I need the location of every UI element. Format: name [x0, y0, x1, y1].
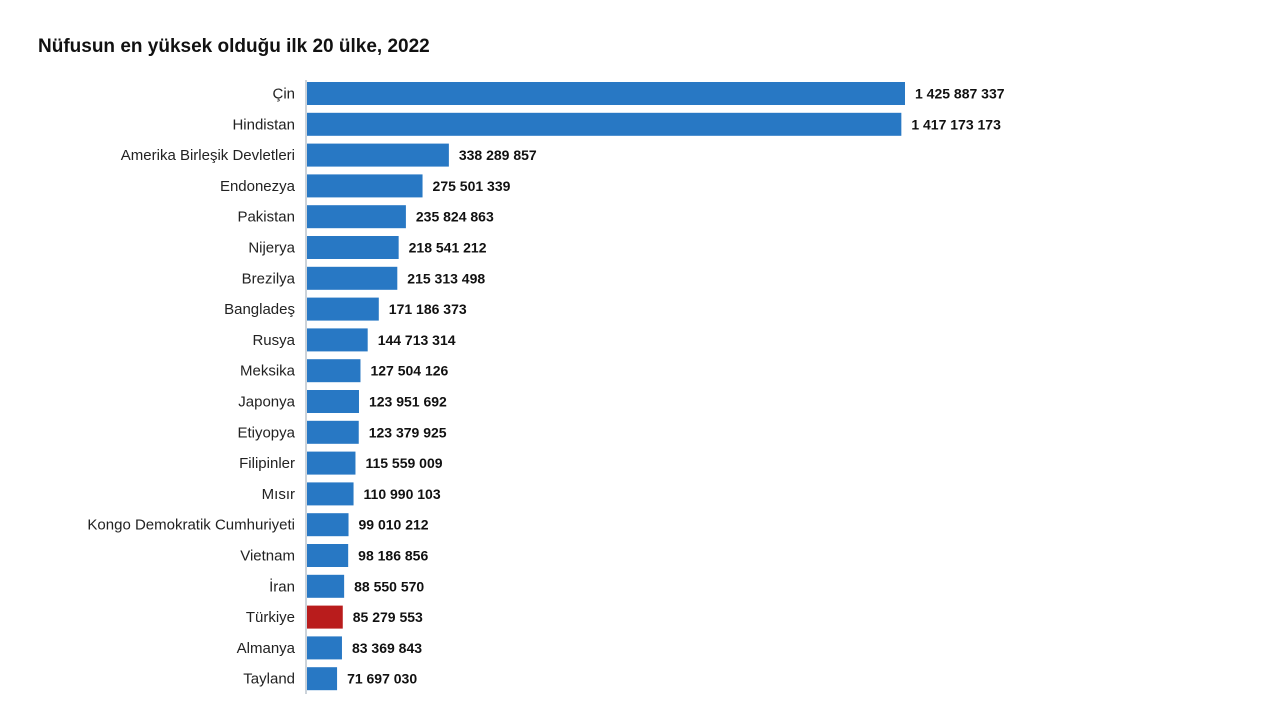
value-label: 127 504 126: [370, 363, 448, 379]
bar: [307, 574, 345, 598]
category-label: İran: [269, 577, 295, 595]
value-label: 171 186 373: [389, 301, 467, 317]
bar: [307, 667, 338, 691]
chart-title: Nüfusun en yüksek olduğu ilk 20 ülke, 20…: [38, 36, 430, 57]
bar: [307, 328, 368, 352]
category-label: Türkiye: [246, 609, 295, 626]
value-label: 218 541 212: [409, 240, 487, 256]
value-label: 1 425 887 337: [915, 86, 1005, 102]
category-label: Rusya: [252, 332, 295, 349]
bar: [307, 390, 359, 413]
category-label: Kongo Demokratik Cumhuriyeti: [87, 517, 295, 534]
category-label: Etiyopya: [237, 424, 295, 441]
bar: [307, 205, 406, 229]
bar: [307, 236, 399, 259]
bar: [307, 482, 354, 506]
bar: [307, 359, 361, 383]
value-label: 110 990 103: [364, 486, 441, 502]
value-label: 1 417 173 173: [911, 116, 1001, 132]
category-label: Hindistan: [232, 116, 295, 133]
value-label: 123 951 692: [369, 394, 447, 410]
category-label: Vietnam: [240, 548, 295, 565]
bar: [307, 544, 349, 567]
value-label: 123 379 925: [369, 424, 447, 440]
bar: [307, 112, 902, 136]
value-label: 85 279 553: [353, 609, 423, 625]
value-label: 275 501 339: [433, 178, 511, 194]
category-label: Japonya: [238, 394, 295, 411]
value-label: 98 186 856: [358, 548, 428, 564]
bar: [307, 143, 449, 167]
value-label: 215 313 498: [407, 270, 485, 286]
bar: [307, 82, 905, 105]
value-label: 83 369 843: [352, 640, 422, 656]
value-label: 144 713 314: [378, 332, 456, 348]
category-label: Nijerya: [248, 240, 295, 257]
category-label: Endonezya: [220, 178, 296, 195]
category-label: Almanya: [237, 640, 296, 657]
value-label: 338 289 857: [459, 147, 537, 163]
bar: [307, 636, 342, 660]
bar: [307, 605, 343, 629]
bar: [307, 174, 423, 198]
category-label: Çin: [272, 86, 295, 103]
value-label: 235 824 863: [416, 209, 494, 225]
category-label: Amerika Birleşik Devletleri: [121, 147, 295, 164]
bar: [307, 513, 349, 537]
category-label: Pakistan: [237, 209, 295, 226]
value-label: 71 697 030: [347, 671, 417, 687]
bar: [307, 297, 379, 321]
category-label: Meksika: [240, 363, 296, 380]
category-label: Bangladeş: [224, 301, 295, 318]
category-label: Mısır: [262, 486, 295, 503]
value-label: 115 559 009: [365, 455, 442, 471]
category-label: Brezilya: [242, 270, 296, 287]
bar: [307, 266, 398, 290]
value-label: 99 010 212: [359, 517, 429, 533]
bar: [307, 451, 356, 475]
category-label: Tayland: [243, 671, 295, 688]
bar: [307, 420, 359, 444]
value-label: 88 550 570: [354, 578, 424, 594]
category-label: Filipinler: [239, 455, 295, 472]
